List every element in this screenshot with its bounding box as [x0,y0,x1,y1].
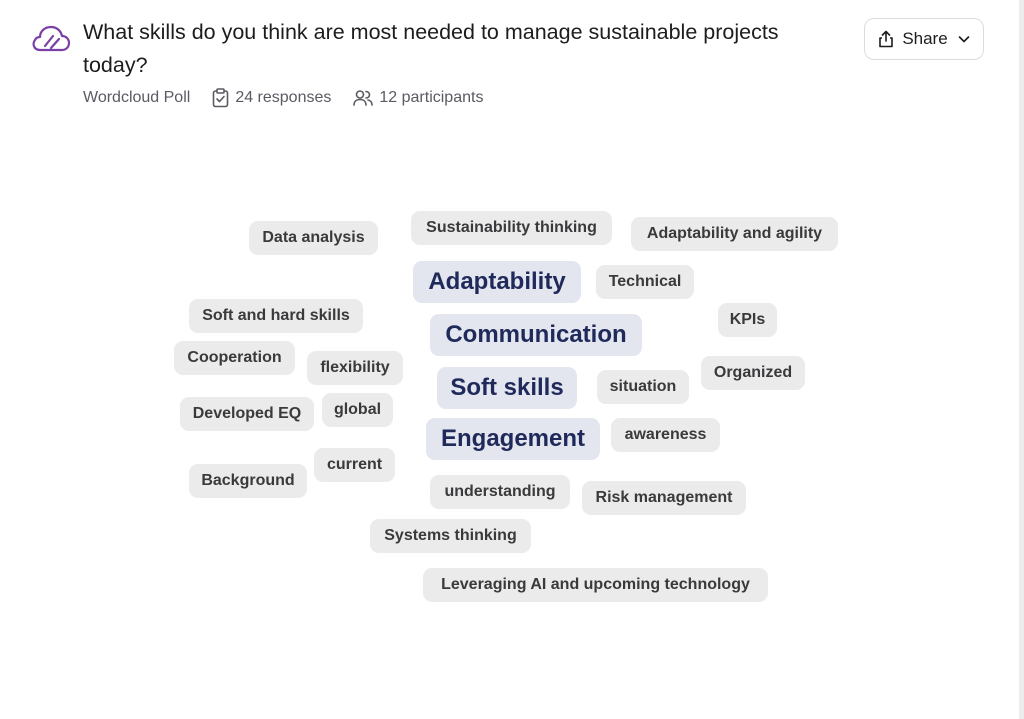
participants-count: 12 participants [353,89,483,107]
poll-meta: Wordcloud Poll 24 responses 12 participa… [83,88,483,108]
share-icon [879,30,894,48]
word-chip: Engagement [426,418,600,460]
word-chip: global [322,393,393,427]
cloud-poll-icon [32,25,71,52]
word-chip: Soft and hard skills [189,299,363,333]
word-chip: Developed EQ [180,397,314,431]
word-chip: KPIs [718,303,777,337]
word-chip: Cooperation [174,341,295,375]
word-chip: Organized [701,356,805,390]
poll-type: Wordcloud Poll [83,89,191,106]
word-chip: Technical [596,265,694,299]
participants-label: 12 participants [379,89,484,106]
word-chip: Background [189,464,307,498]
chevron-down-icon [958,36,969,43]
word-chip: Soft skills [437,367,577,409]
word-chip: current [314,448,395,482]
users-icon [353,90,374,106]
word-chip: Communication [430,314,642,356]
word-chip: Risk management [582,481,746,515]
word-chip: Sustainability thinking [411,211,612,245]
responses-count: 24 responses [212,88,331,108]
word-chip: situation [597,370,689,404]
word-chip: Adaptability and agility [631,217,838,251]
word-chip: Leveraging AI and upcoming technology [423,568,768,602]
scrollbar-track[interactable] [1019,0,1024,719]
word-chip: Data analysis [249,221,378,255]
word-chip: flexibility [307,351,403,385]
clipboard-check-icon [213,88,229,108]
word-chip: awareness [611,418,720,452]
word-chip: Systems thinking [370,519,531,553]
responses-label: 24 responses [235,89,332,106]
word-chip: understanding [430,475,570,509]
word-chip: Adaptability [413,261,581,303]
share-label: Share [902,29,948,48]
poll-title: What skills do you think are most needed… [83,20,779,77]
share-button[interactable]: Share [864,18,984,60]
